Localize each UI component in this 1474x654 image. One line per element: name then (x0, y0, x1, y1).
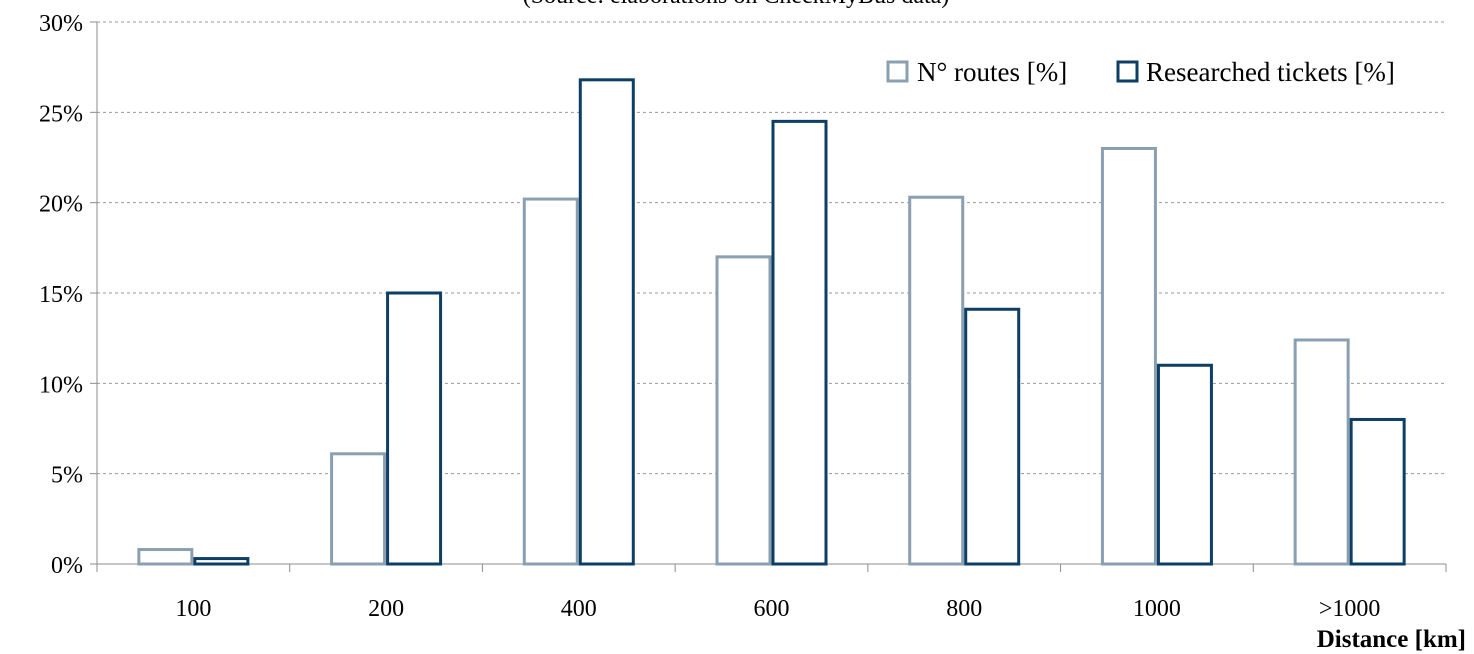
chart-subtitle: (Source: elaborations on CheckMyBus data… (523, 0, 950, 9)
legend-label-tickets: Researched tickets [%] (1146, 57, 1395, 87)
y-axis-ticks: 0% 5% 10% 15% 20% 25% 30% (39, 11, 97, 579)
y-tick-label: 30% (39, 11, 83, 37)
bar-routes-600 (715, 255, 772, 566)
x-tick-label: 200 (368, 596, 404, 622)
bar-routes-100 (137, 548, 194, 566)
x-tick-label: >1000 (1319, 596, 1381, 622)
bar-routes-200 (330, 452, 387, 566)
y-tick-label: 20% (39, 192, 83, 218)
y-tick-label: 0% (51, 553, 83, 579)
bar-tickets-100 (193, 557, 250, 566)
legend-label-routes: N° routes [%] (917, 57, 1067, 87)
x-tick-label: 600 (754, 596, 790, 622)
bar-tickets-400 (578, 78, 635, 566)
y-tick-label: 5% (51, 463, 83, 489)
x-tick-label: 400 (561, 596, 597, 622)
bar-routes-400 (522, 197, 579, 566)
bar-tickets-200 (386, 291, 443, 566)
x-tick-label: 1000 (1133, 596, 1181, 622)
bars (137, 78, 1406, 566)
bar-tickets-800 (964, 307, 1021, 566)
legend-swatch-routes (886, 60, 909, 83)
bar-routes-1000 (1100, 146, 1157, 566)
x-axis-ticks: 100 200 400 600 800 1000 >1000 (96, 564, 1447, 622)
legend: N° routes [%] Researched tickets [%] (886, 57, 1395, 87)
y-tick-label: 25% (39, 101, 83, 127)
x-axis-label: Distance [km] (1317, 626, 1466, 653)
y-tick-label: 15% (39, 282, 83, 308)
bar-tickets->1000 (1349, 417, 1406, 566)
x-tick-label: 100 (175, 596, 211, 622)
legend-swatch-tickets (1116, 60, 1139, 83)
y-tick-label: 10% (39, 372, 83, 398)
x-tick-label: 800 (946, 596, 982, 622)
bar-routes->1000 (1293, 338, 1350, 566)
bar-routes-800 (908, 195, 965, 566)
bar-tickets-1000 (1156, 363, 1213, 566)
bar-tickets-600 (771, 119, 828, 566)
